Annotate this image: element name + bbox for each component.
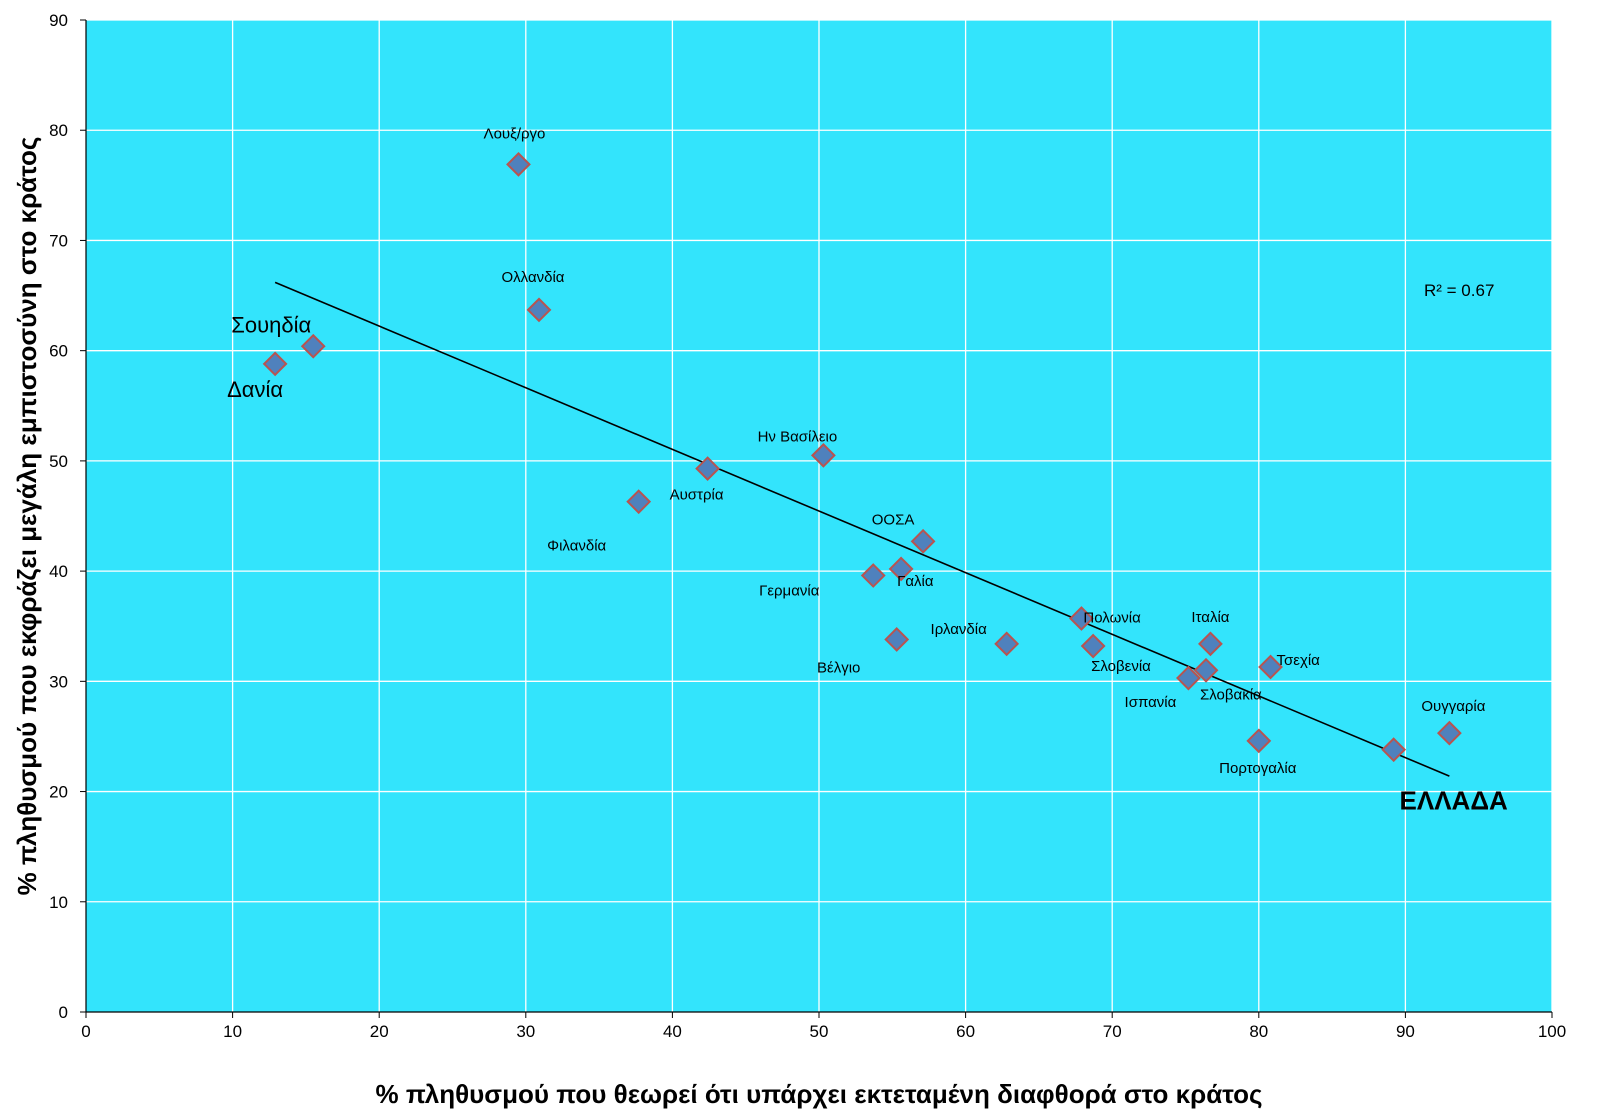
y-tick-label: 0 [59, 1003, 68, 1022]
x-tick-label: 80 [1249, 1022, 1268, 1041]
point-label: Ην Βασίλειο [758, 428, 838, 445]
point-label: Λουξ/ργο [484, 125, 546, 142]
data-point [1193, 657, 1219, 683]
data-point [994, 631, 1020, 657]
y-tick-label: 70 [49, 231, 68, 250]
x-tick-label: 100 [1538, 1022, 1566, 1041]
y-tick-label: 40 [49, 562, 68, 581]
point-label: Σλοβακία [1200, 686, 1262, 703]
x-tick-label: 40 [663, 1022, 682, 1041]
x-tick-label: 60 [956, 1022, 975, 1041]
y-tick-label: 60 [49, 342, 68, 361]
data-point [1068, 606, 1094, 631]
data-point [262, 351, 288, 377]
data-point [695, 456, 720, 482]
point-label: Τσεχία [1277, 652, 1321, 669]
x-tick-label: 10 [223, 1022, 242, 1041]
data-point [810, 442, 836, 468]
point-label: Πορτογαλία [1219, 760, 1297, 777]
trendline [274, 281, 1450, 777]
x-axis-title: % πληθυσμού που θεωρεί ότι υπάρχει εκτετ… [375, 1079, 1262, 1109]
data-point [1436, 720, 1462, 746]
data-point [1176, 665, 1201, 691]
point-label: Γερμανία [759, 583, 820, 600]
point-label: Αυστρία [670, 487, 724, 504]
point-label: Σουηδία [231, 312, 311, 337]
y-axis-title: % πληθυσμού που εκφράζει μεγάλη εμπιστοσ… [12, 137, 42, 896]
point-label: Πολωνία [1083, 610, 1141, 627]
data-point [888, 556, 914, 582]
point-label: Ουγγαρία [1421, 698, 1485, 715]
point-label: Γαλία [897, 573, 934, 590]
data-point [860, 563, 886, 588]
y-tick-label: 90 [49, 11, 68, 30]
data-point [526, 297, 552, 323]
data-point [1246, 728, 1272, 754]
x-tick-label: 50 [810, 1022, 829, 1041]
y-tick-label: 80 [49, 121, 68, 140]
data-point [300, 333, 326, 359]
data-point [884, 627, 910, 652]
data-point [506, 151, 531, 177]
point-label: Βέλγιο [817, 659, 860, 676]
x-tick-label: 90 [1396, 1022, 1415, 1041]
point-label: Σλοβενία [1091, 658, 1151, 675]
point-label: Φιλανδία [547, 538, 606, 555]
point-label: Ιρλανδία [931, 621, 988, 638]
point-label: Ολλανδία [502, 269, 565, 286]
point-label: ΕΛΛΑΔΑ [1400, 786, 1508, 816]
data-point [1080, 633, 1106, 659]
x-tick-label: 30 [516, 1022, 535, 1041]
y-tick-label: 10 [49, 893, 68, 912]
y-tick-label: 20 [49, 783, 68, 802]
data-point [910, 528, 936, 554]
r-squared-label: R² = 0.67 [1424, 281, 1494, 300]
point-label: Ιταλία [1191, 609, 1229, 626]
data-point [1198, 631, 1223, 657]
data-point [1258, 654, 1283, 680]
data-point [1381, 737, 1407, 763]
point-label: ΟΟΣΑ [872, 511, 915, 528]
point-label: Ισπανία [1125, 694, 1177, 711]
y-tick-label: 50 [49, 452, 68, 471]
x-tick-label: 0 [81, 1022, 90, 1041]
x-tick-label: 70 [1103, 1022, 1122, 1041]
point-label: Δανία [227, 377, 283, 402]
x-tick-label: 20 [370, 1022, 389, 1041]
y-tick-label: 30 [49, 672, 68, 691]
data-point [626, 489, 652, 515]
